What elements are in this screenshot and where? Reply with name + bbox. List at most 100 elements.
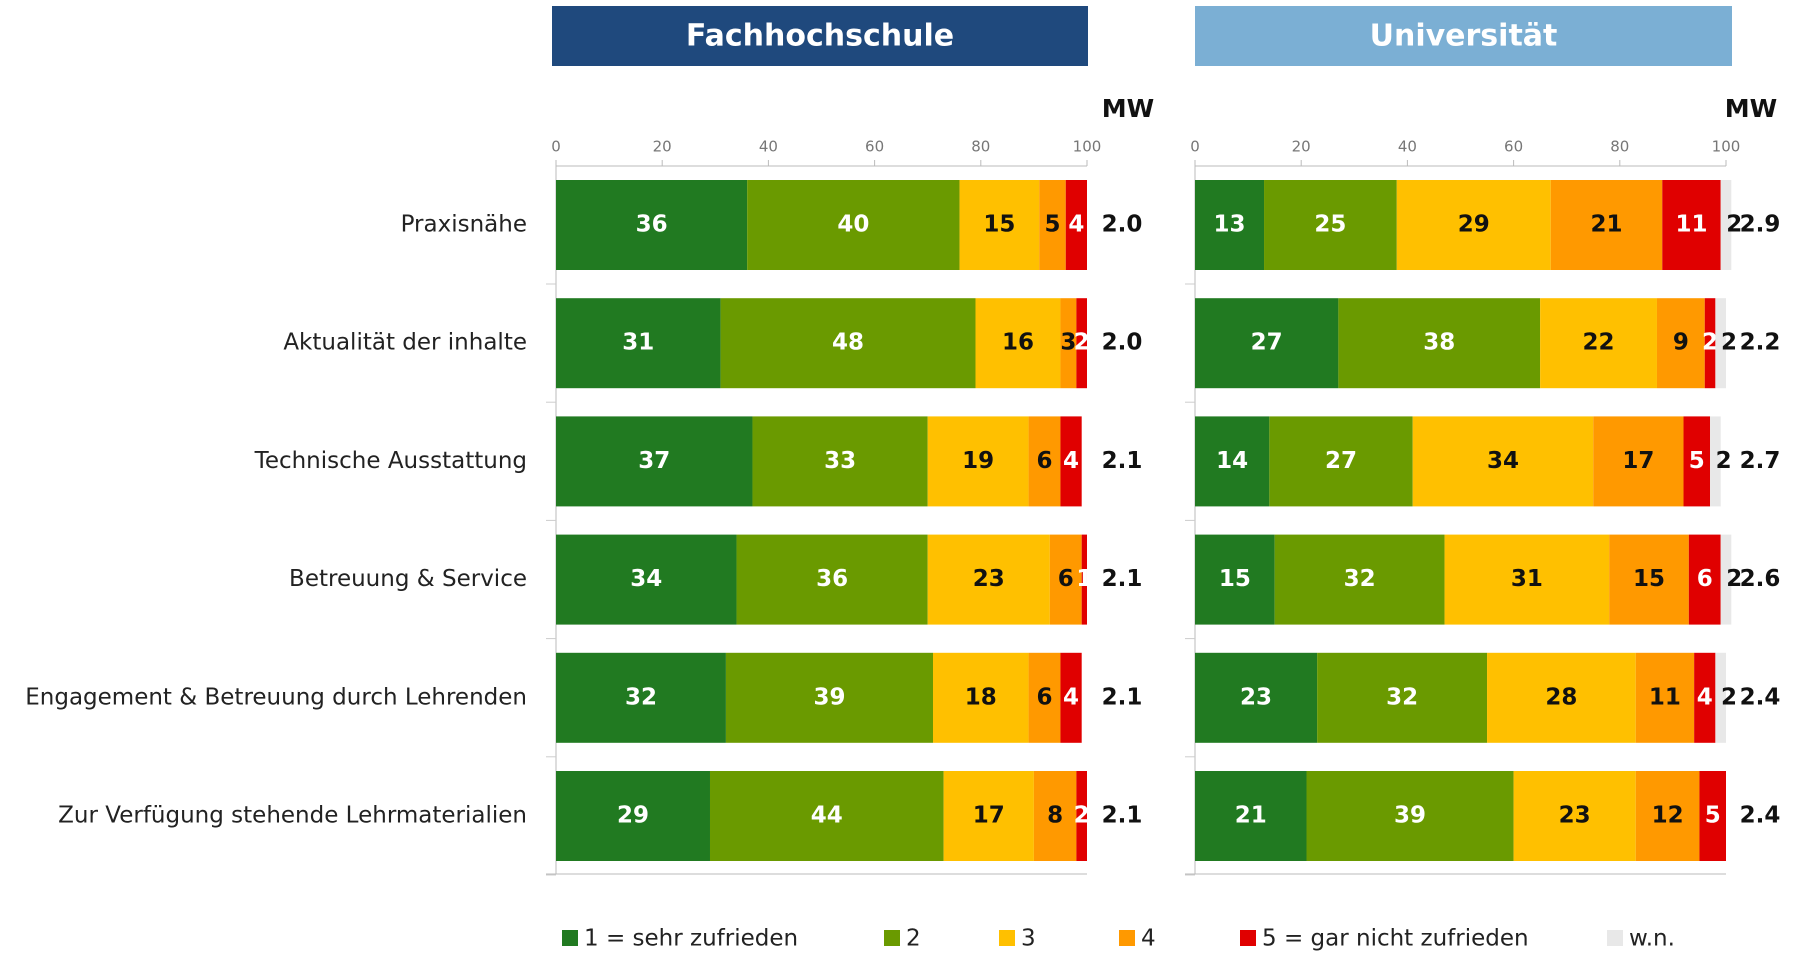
bar-segment [1060, 652, 1082, 743]
bar-segment [1195, 771, 1307, 861]
mean-value: 2.7 [1740, 448, 1781, 474]
bar-segment [927, 416, 1029, 507]
x-tick-label: 80 [971, 138, 990, 156]
segment-label: 29 [1458, 212, 1490, 238]
category-label: Zur Verfügung stehende Lehrmaterialien [58, 803, 527, 829]
bar-segment [1688, 534, 1721, 625]
segment-label: 27 [1251, 330, 1283, 356]
bar-segment [556, 652, 726, 743]
bar-segment [975, 298, 1061, 389]
bar-segment [1195, 534, 1275, 625]
segment-label: 6 [1697, 566, 1713, 592]
segment-label: 28 [1545, 684, 1577, 710]
x-tick-label: 80 [1610, 138, 1629, 156]
bar-segment [1269, 416, 1413, 507]
segment-label: 38 [1423, 330, 1455, 356]
segment-label: 23 [1559, 803, 1591, 829]
segment-label: 21 [1591, 212, 1623, 238]
bar-segment [1710, 416, 1721, 507]
legend-label: 1 = sehr zufrieden [584, 926, 798, 952]
bar-segment [1720, 180, 1732, 270]
bar-segment [556, 180, 748, 270]
segment-label: 34 [630, 566, 662, 592]
title-box [1195, 6, 1732, 66]
segment-label: 36 [636, 212, 668, 238]
segment-label: 15 [1633, 566, 1665, 592]
bar-segment [1195, 298, 1339, 389]
segment-label: 5 [1044, 212, 1060, 238]
legend-label: 2 [906, 926, 921, 952]
x-tick-label: 20 [653, 138, 672, 156]
segment-label: 4 [1697, 684, 1713, 710]
bar-segment [1317, 652, 1488, 743]
segment-label: 39 [1394, 803, 1426, 829]
legend-label: w.n. [1629, 926, 1675, 952]
x-tick-label: 100 [1073, 138, 1102, 156]
mean-value: 2.1 [1102, 684, 1143, 710]
segment-label: 2 [1074, 330, 1090, 356]
bar-segment [1704, 298, 1716, 389]
segment-label: 34 [1487, 448, 1519, 474]
segment-label: 6 [1037, 448, 1053, 474]
bar-segment [1028, 652, 1061, 743]
legend-label: 5 = gar nicht zufrieden [1262, 926, 1529, 952]
segment-label: 12 [1652, 803, 1684, 829]
category-label: Engagement & Betreuung durch Lehrenden [25, 684, 527, 710]
x-tick-label: 100 [1712, 138, 1741, 156]
bar-segment [1060, 298, 1077, 389]
segment-label: 4 [1063, 448, 1079, 474]
segment-label: 6 [1037, 684, 1053, 710]
segment-label: 15 [983, 212, 1015, 238]
bar-segment [1065, 180, 1087, 270]
bar-segment [1081, 534, 1087, 625]
mean-value: 2.6 [1740, 566, 1781, 592]
segment-label: 23 [1240, 684, 1272, 710]
segment-label: 32 [1386, 684, 1418, 710]
segment-label: 29 [617, 803, 649, 829]
segment-label: 33 [824, 448, 856, 474]
x-tick-label: 0 [1190, 138, 1200, 156]
bar-segment [1540, 298, 1657, 389]
x-tick-label: 60 [1504, 138, 1523, 156]
bar-segment [1076, 771, 1087, 861]
legend-swatch [1240, 930, 1256, 946]
segment-label: 40 [837, 212, 869, 238]
category-label: Aktualität der inhalte [283, 330, 527, 356]
segment-label: 31 [622, 330, 654, 356]
bar-segment [1487, 652, 1636, 743]
legend-label: 3 [1021, 926, 1036, 952]
bar-segment [709, 771, 944, 861]
bar-segment [1060, 416, 1082, 507]
mean-header: MW [1725, 94, 1777, 123]
bar-segment [1306, 771, 1514, 861]
bar-segment [1635, 652, 1695, 743]
segment-label: 2 [1702, 330, 1718, 356]
mean-value: 2.1 [1102, 448, 1143, 474]
bar-segment [1635, 771, 1700, 861]
x-tick-label: 20 [1292, 138, 1311, 156]
bar-segment [1720, 534, 1732, 625]
segment-label: 32 [1344, 566, 1376, 592]
bar-segment [1338, 298, 1541, 389]
bar-segment [1550, 180, 1663, 270]
bar-segment [556, 416, 753, 507]
legend-swatch [1119, 930, 1135, 946]
bar-segment [1662, 180, 1721, 270]
bar-segment [747, 180, 960, 270]
bar-segment [1195, 652, 1318, 743]
segment-label: 44 [811, 803, 843, 829]
bar-segment [1049, 534, 1082, 625]
segment-label: 2 [1726, 566, 1742, 592]
bar-segment [1028, 416, 1061, 507]
bar-segment [1656, 298, 1705, 389]
segment-label: 13 [1214, 212, 1246, 238]
mean-value: 2.1 [1102, 566, 1143, 592]
x-tick-label: 40 [759, 138, 778, 156]
bar-segment [927, 534, 1050, 625]
segment-label: 11 [1649, 684, 1681, 710]
chart-title: Universität [1370, 19, 1558, 54]
bar-segment [720, 298, 976, 389]
bar-segment [1609, 534, 1689, 625]
